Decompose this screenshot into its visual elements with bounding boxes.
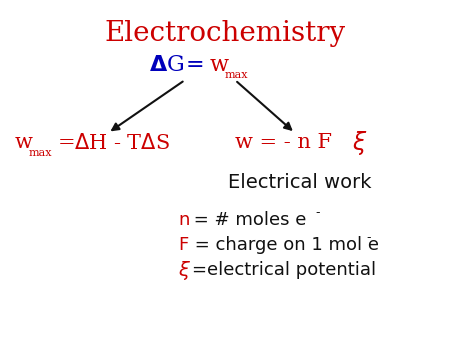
Text: Electrochemistry: Electrochemistry	[104, 20, 346, 47]
Text: max: max	[225, 70, 248, 80]
Text: n: n	[178, 211, 189, 229]
Text: F: F	[178, 236, 188, 254]
Text: w: w	[15, 134, 33, 152]
Text: Electrical work: Electrical work	[228, 173, 372, 193]
Text: $\Delta$H - T$\Delta$S: $\Delta$H - T$\Delta$S	[74, 133, 170, 153]
Text: w = - n F: w = - n F	[235, 134, 332, 152]
Text: w: w	[210, 54, 229, 76]
Text: -: -	[366, 232, 370, 244]
Text: $\mathbf{\Delta}$G: $\mathbf{\Delta}$G	[149, 54, 184, 76]
Text: =electrical potential: =electrical potential	[192, 261, 376, 279]
Text: =: =	[58, 134, 76, 152]
Text: $\xi$: $\xi$	[178, 259, 191, 282]
Text: max: max	[29, 148, 53, 158]
Text: =: =	[186, 54, 204, 76]
Text: = # moles e: = # moles e	[188, 211, 306, 229]
Text: -: -	[315, 207, 320, 219]
Text: = charge on 1 mol e: = charge on 1 mol e	[189, 236, 379, 254]
Text: $\xi$: $\xi$	[352, 129, 367, 157]
